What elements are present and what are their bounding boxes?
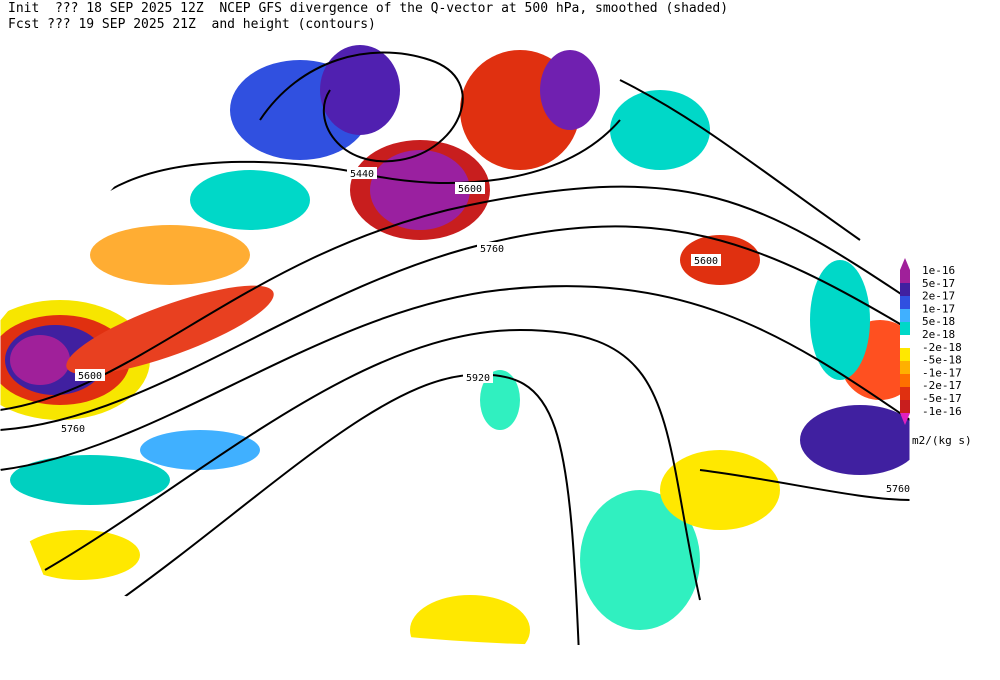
contour-label: 5600	[458, 184, 482, 195]
contour-label-bg	[883, 482, 913, 494]
contour-labels: 5440 5600 5760 5600 5600 5760 5920 5760	[58, 167, 913, 495]
colorbar	[900, 258, 910, 425]
colorbar-label: 2e-17	[922, 290, 955, 303]
contour-label-bg	[477, 242, 507, 254]
contour-label-bg	[691, 254, 721, 266]
colorbar-label: 1e-16	[922, 264, 955, 277]
colorbar-label: 5e-18	[922, 315, 955, 328]
contour-label: 5600	[78, 371, 102, 382]
contour-label-bg	[463, 371, 493, 383]
colorbar-label: 5e-17	[922, 277, 955, 290]
contour-label: 5920	[466, 373, 490, 384]
contour-label-bg	[455, 182, 485, 194]
header-line: Init ??? 18 SEP 2025 12Z NCEP GFS diverg…	[8, 1, 728, 16]
header-line: Fcst ??? 19 SEP 2025 21Z and height (con…	[8, 17, 376, 32]
contour-label: 5760	[886, 484, 910, 495]
colorbar-label: 2e-18	[922, 328, 955, 341]
contour-label: 5760	[61, 424, 85, 435]
colorbar-label: 1e-17	[922, 302, 955, 315]
colorbar-label: -5e-17	[922, 392, 962, 405]
colorbar-label: -1e-17	[922, 366, 962, 379]
contour-label: 5440	[350, 169, 374, 180]
contour-label: 5760	[480, 244, 504, 255]
map-border	[0, 29, 911, 646]
contour-label-bg	[58, 422, 88, 434]
colorbar-label: -1e-16	[922, 405, 962, 418]
colorbar-labels: 1e-165e-172e-171e-175e-182e-18-2e-18-5e-…	[922, 264, 962, 418]
colorbar-label: -2e-18	[922, 341, 962, 354]
colorbar-label: -2e-17	[922, 379, 962, 392]
contour-label: 5600	[694, 256, 718, 267]
contour-label-bg	[347, 167, 377, 179]
colorbar-label: -5e-18	[922, 354, 962, 367]
units-label: m2/(kg s)	[912, 434, 972, 447]
contour-label-bg	[75, 369, 105, 381]
